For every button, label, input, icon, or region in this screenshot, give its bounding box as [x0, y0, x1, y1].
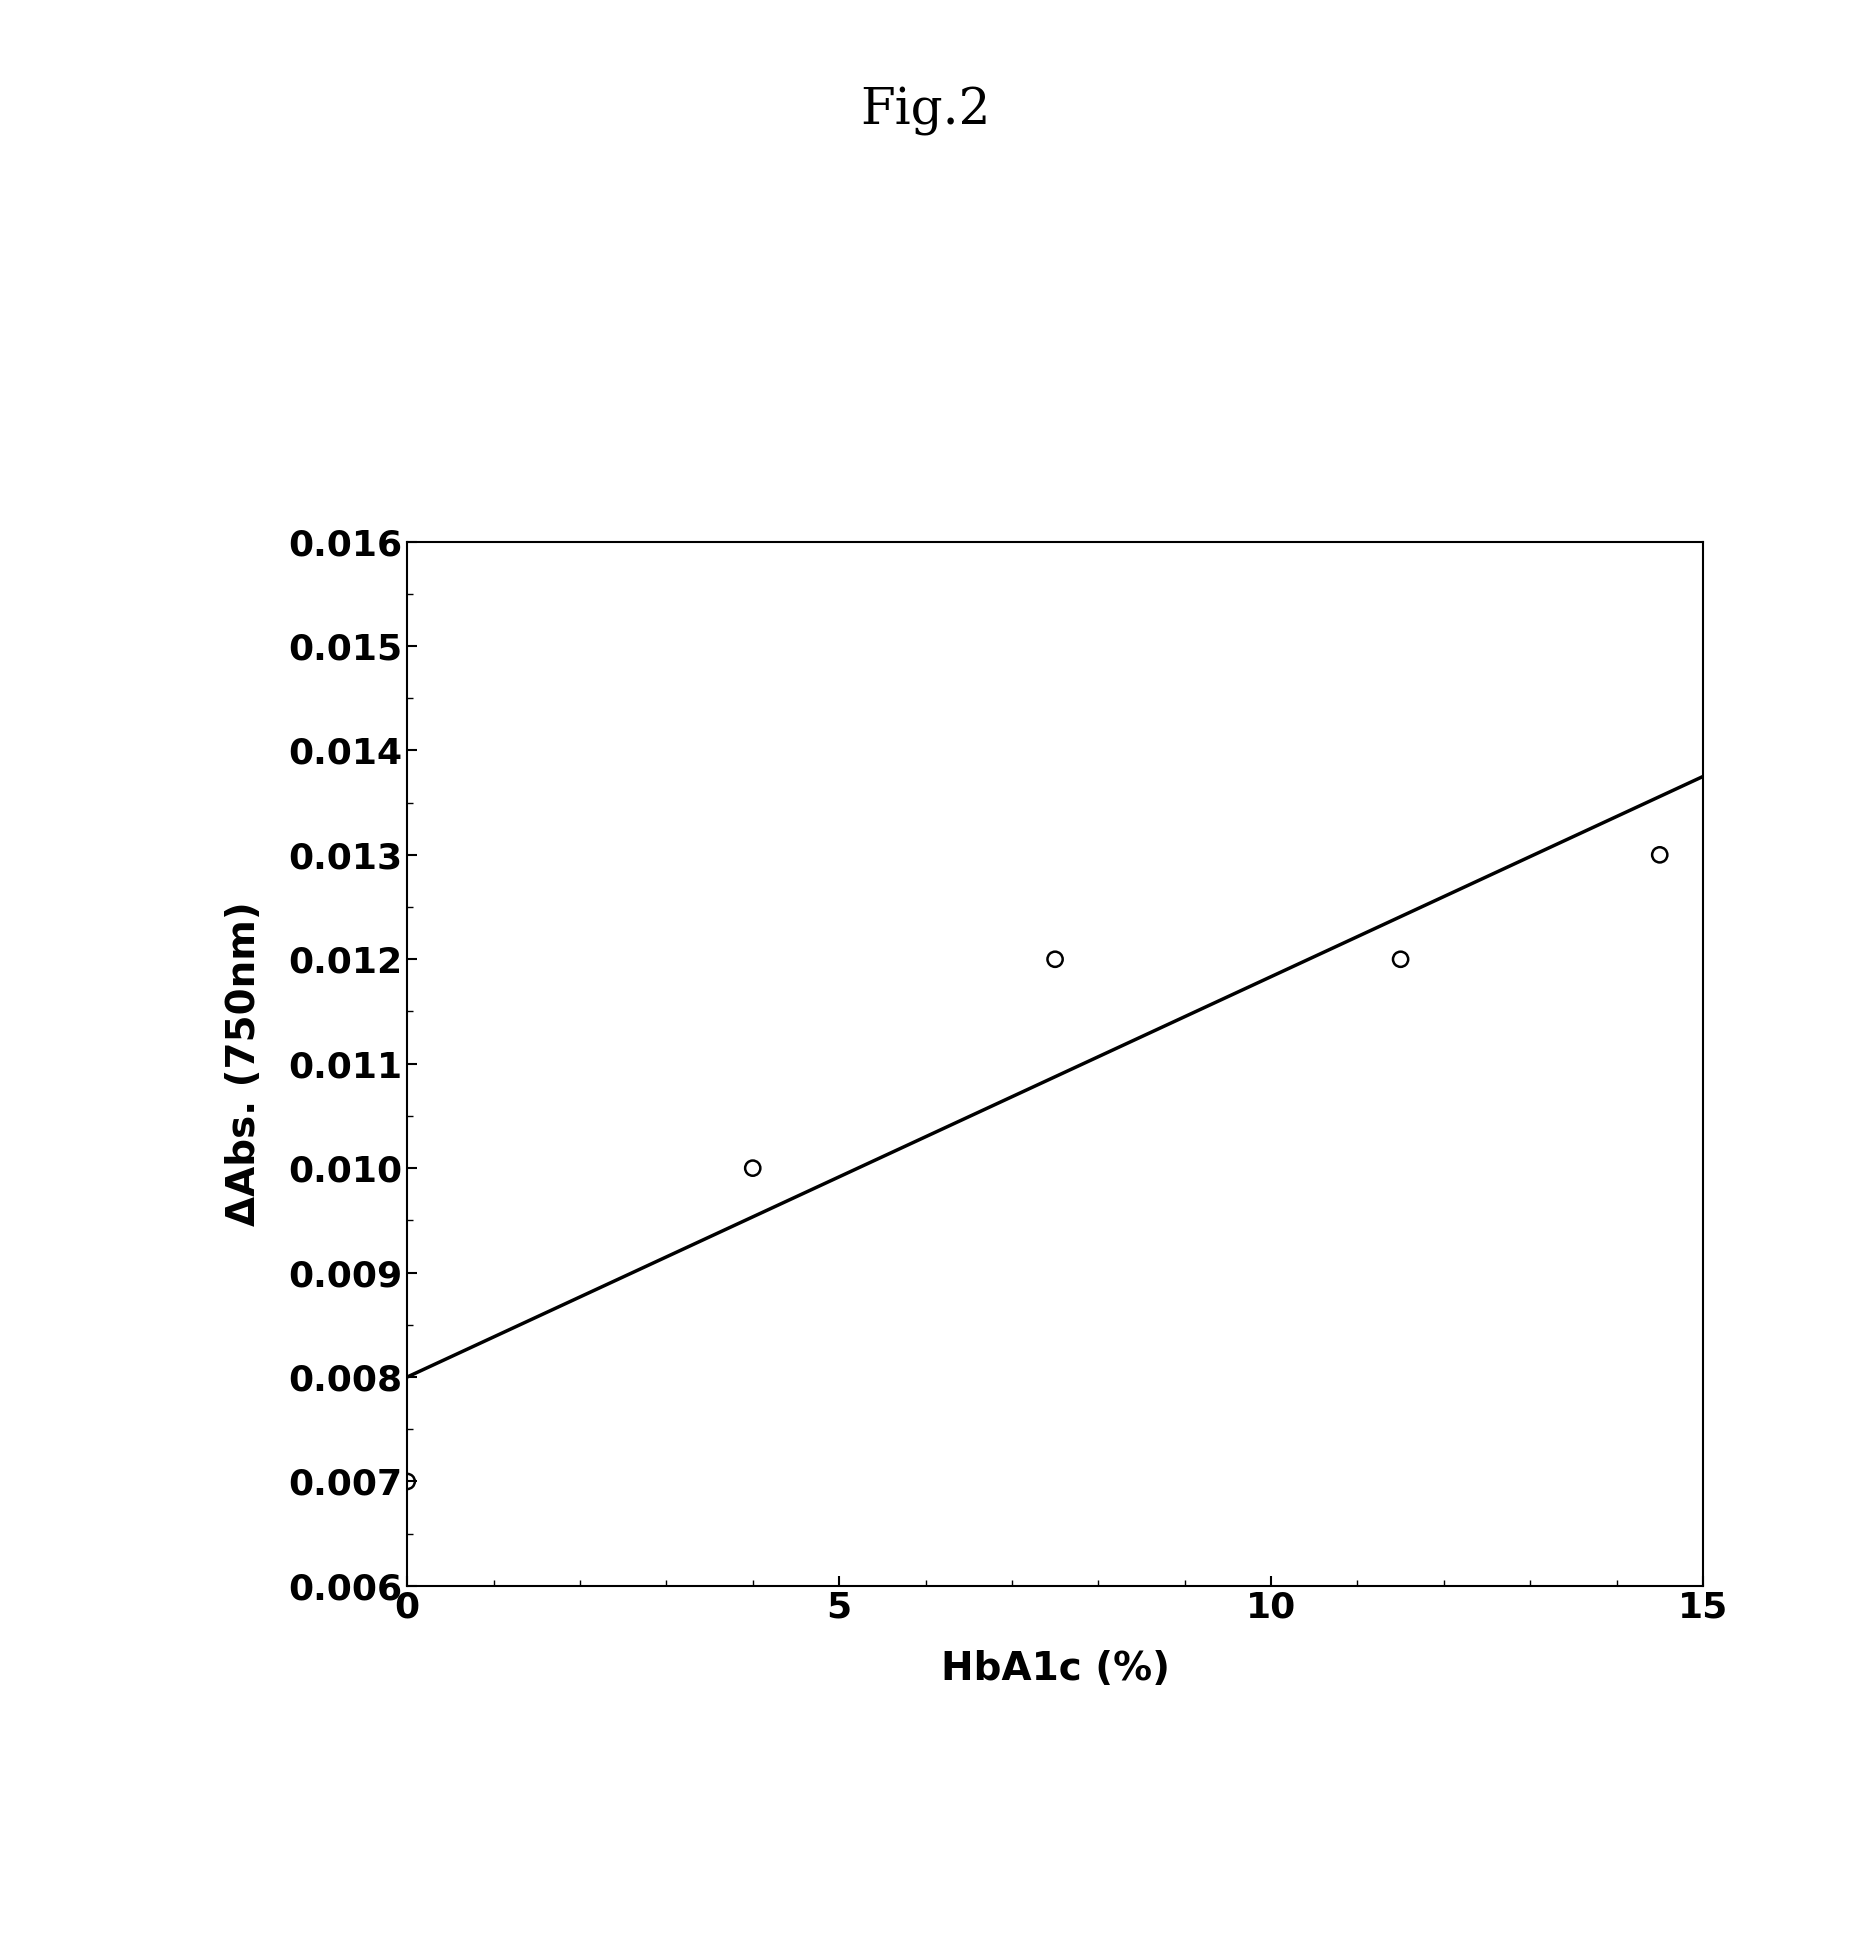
X-axis label: HbA1c (%): HbA1c (%)	[940, 1650, 1170, 1688]
Text: Fig.2: Fig.2	[861, 87, 990, 137]
Point	[1646, 839, 1675, 870]
Point	[1386, 944, 1416, 975]
Point	[1040, 944, 1070, 975]
Point	[392, 1466, 422, 1497]
Y-axis label: ΔAbs. (750nm): ΔAbs. (750nm)	[226, 901, 263, 1226]
Point	[739, 1153, 768, 1184]
